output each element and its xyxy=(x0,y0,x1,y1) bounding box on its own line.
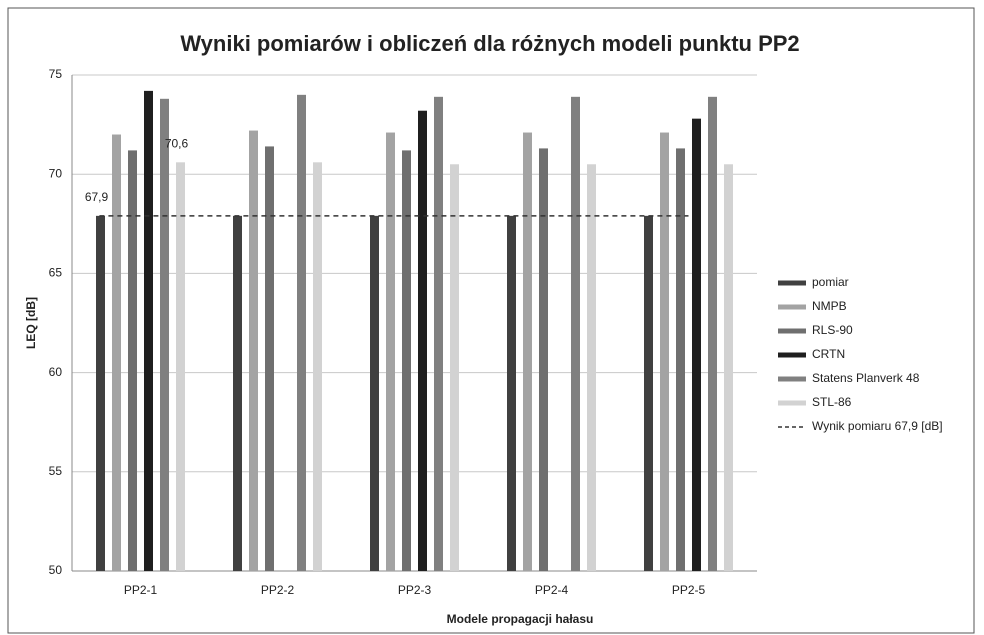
bar xyxy=(523,132,532,571)
bar xyxy=(249,130,258,571)
y-tick-label: 50 xyxy=(49,563,63,577)
x-tick-label: PP2-1 xyxy=(124,583,158,597)
bar xyxy=(434,96,443,571)
y-tick-label: 65 xyxy=(49,266,63,280)
bar xyxy=(160,98,169,572)
bar xyxy=(96,215,105,571)
legend-label: RLS-90 xyxy=(812,323,853,337)
bar xyxy=(297,94,306,571)
bar xyxy=(418,110,427,571)
x-tick-label: PP2-4 xyxy=(535,583,569,597)
y-tick-label: 60 xyxy=(49,365,63,379)
y-axis-label: LEQ [dB] xyxy=(24,297,38,349)
data-label: 70,6 xyxy=(165,136,189,150)
chart-title: Wyniki pomiarów i obliczeń dla różnych m… xyxy=(180,31,799,56)
bar xyxy=(660,132,669,571)
legend-label: STL-86 xyxy=(812,395,852,409)
y-tick-label: 70 xyxy=(49,166,63,180)
bar xyxy=(233,215,242,571)
bar xyxy=(402,150,411,571)
bar xyxy=(313,162,322,571)
bar xyxy=(176,162,185,571)
x-tick-label: PP2-2 xyxy=(261,583,295,597)
bar xyxy=(644,215,653,571)
bar xyxy=(708,96,717,571)
legend-label: pomiar xyxy=(812,275,849,289)
x-tick-label: PP2-3 xyxy=(398,583,432,597)
bar xyxy=(692,118,701,571)
bar xyxy=(128,150,137,571)
bar xyxy=(386,132,395,571)
bar xyxy=(507,215,516,571)
x-tick-label: PP2-5 xyxy=(672,583,706,597)
legend-label: Statens Planverk 48 xyxy=(812,371,920,385)
y-tick-label: 75 xyxy=(49,67,63,81)
bar xyxy=(144,90,153,571)
bar xyxy=(676,148,685,571)
bar xyxy=(724,164,733,571)
bar xyxy=(571,96,580,571)
bar xyxy=(370,215,379,571)
bar xyxy=(539,148,548,571)
bar xyxy=(587,164,596,571)
bar xyxy=(450,164,459,571)
bar xyxy=(112,134,121,571)
legend-label: NMPB xyxy=(812,299,847,313)
data-label: 67,9 xyxy=(85,190,109,204)
bar xyxy=(265,146,274,571)
legend-label: CRTN xyxy=(812,347,845,361)
y-tick-label: 55 xyxy=(49,464,63,478)
x-axis-label: Modele propagacji hałasu xyxy=(447,612,594,626)
legend-label: Wynik pomiaru 67,9 [dB] xyxy=(812,419,943,433)
